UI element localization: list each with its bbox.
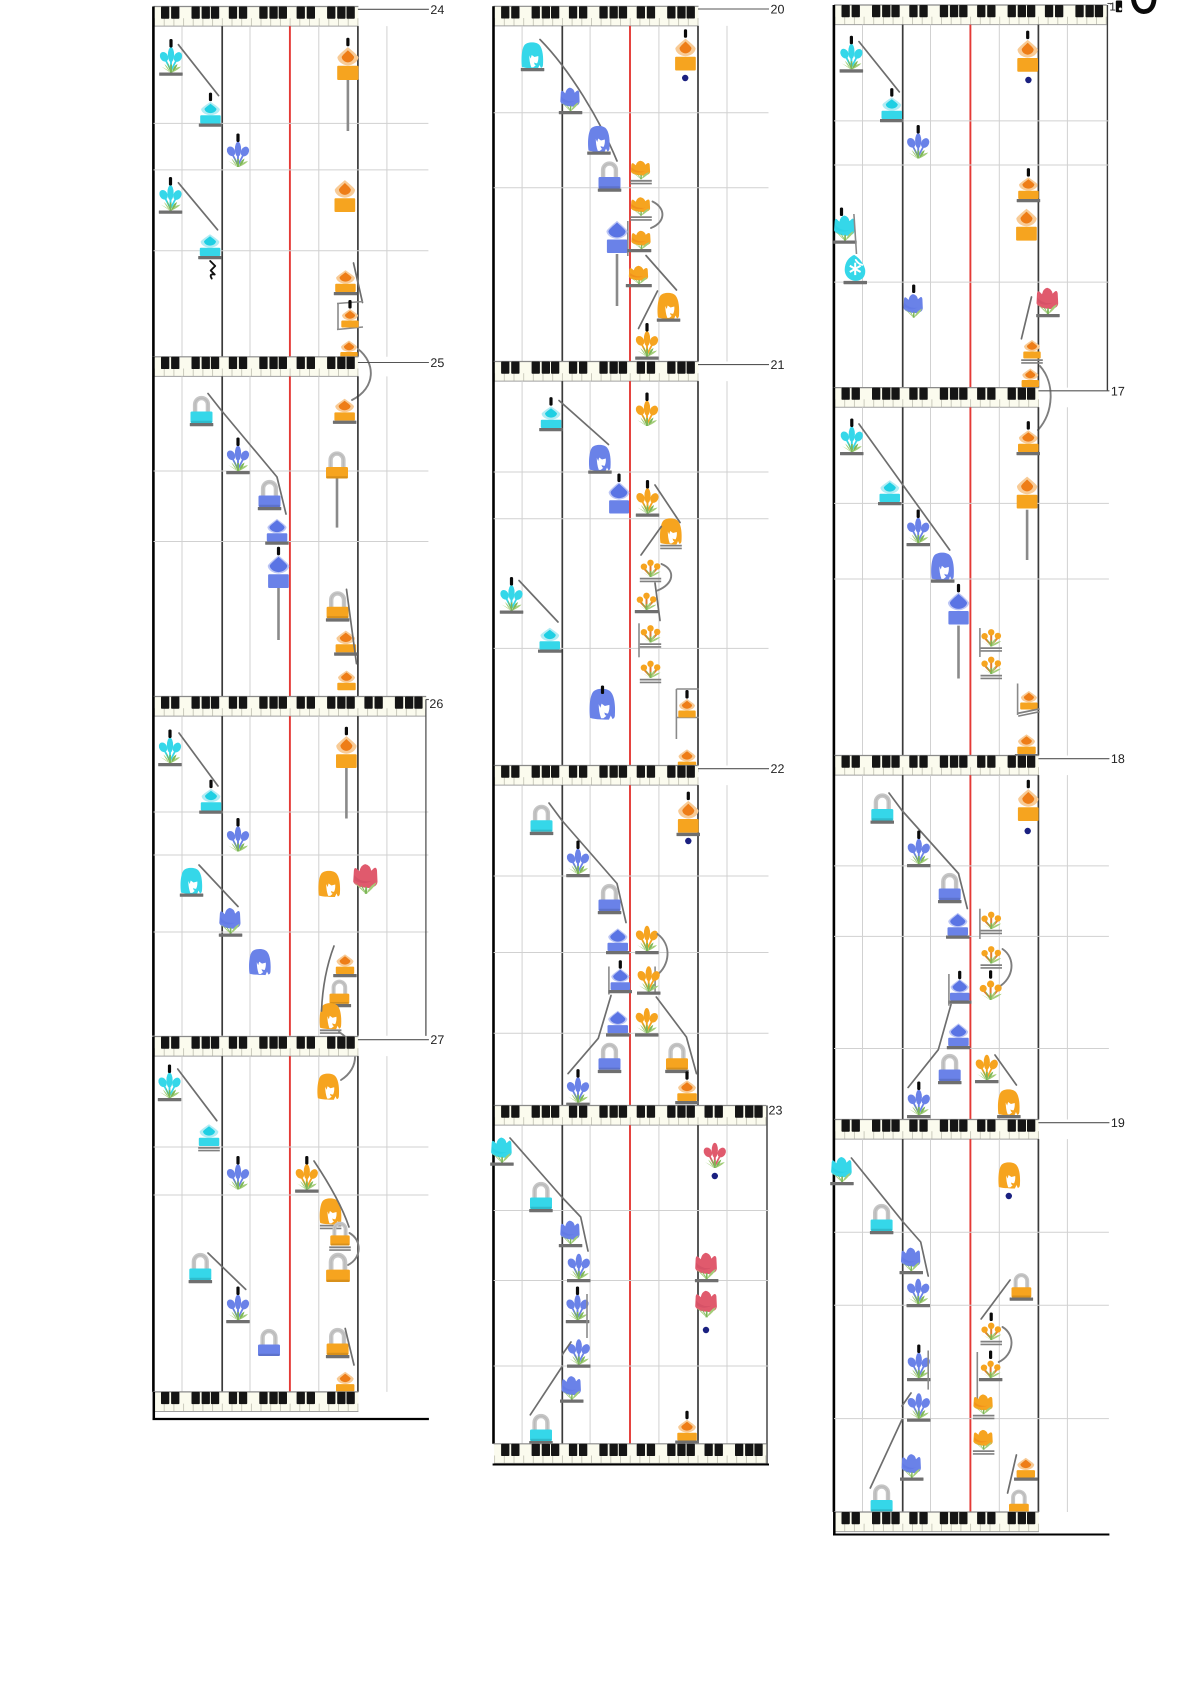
svg-text:19: 19 — [1111, 1116, 1125, 1130]
svg-text:25: 25 — [430, 356, 444, 370]
svg-text:17: 17 — [1111, 384, 1125, 398]
svg-text:26: 26 — [429, 697, 443, 711]
svg-text:21: 21 — [771, 358, 785, 372]
svg-text:23: 23 — [769, 1104, 783, 1118]
svg-text:24: 24 — [430, 3, 444, 17]
svg-text:22: 22 — [771, 762, 785, 776]
svg-text:20: 20 — [771, 3, 785, 17]
svg-text:27: 27 — [430, 1033, 444, 1047]
svg-text:18: 18 — [1111, 752, 1125, 766]
